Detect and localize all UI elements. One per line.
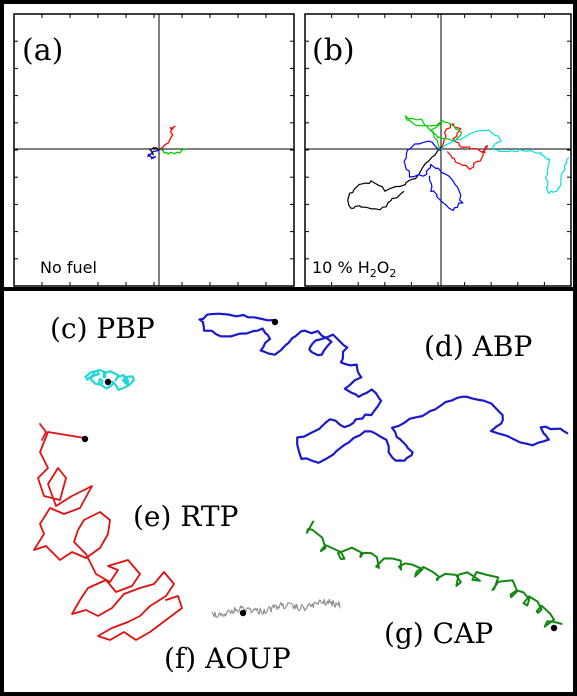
start-dot-rtp bbox=[81, 435, 89, 443]
panel-a-label: (a) bbox=[22, 33, 63, 68]
trajectory-panel: (c) PBP (d) ABP (e) RTP (f) AOUP (g) CAP bbox=[33, 312, 569, 675]
traj-a-blue bbox=[147, 148, 161, 160]
panel-a-ticks bbox=[14, 14, 294, 286]
start-dot-abp bbox=[271, 318, 279, 326]
panel-a-frame bbox=[13, 13, 295, 287]
trajectory-abp bbox=[198, 312, 569, 464]
panel-b-caption-mid: O bbox=[377, 258, 390, 277]
panel-a-caption: No fuel bbox=[40, 258, 97, 277]
label-cap: (g) CAP bbox=[384, 617, 493, 650]
trajectory-aoup bbox=[211, 598, 341, 618]
panel-a: (a) No fuel bbox=[13, 13, 295, 287]
traj-b-blue bbox=[403, 140, 464, 212]
trajectory-pbp bbox=[84, 368, 136, 391]
panel-b-trajectories bbox=[347, 115, 569, 212]
panel-b-label: (b) bbox=[312, 33, 355, 68]
panel-b-caption-prefix: 10 % H bbox=[312, 258, 370, 277]
start-dot-cap bbox=[550, 624, 558, 632]
label-aoup: (f) AOUP bbox=[164, 642, 291, 675]
traj-a-green bbox=[158, 148, 187, 155]
panel-b: (b) 10 % H2O2 bbox=[304, 13, 572, 287]
panel-a-trajectories bbox=[147, 125, 187, 160]
traj-b-green bbox=[404, 115, 462, 150]
panel-b-caption-sub2: 2 bbox=[389, 267, 396, 280]
panel-b-caption: 10 % H2O2 bbox=[312, 258, 396, 280]
label-pbp: (c) PBP bbox=[50, 312, 155, 345]
traj-b-red bbox=[440, 123, 488, 170]
start-dot-pbp bbox=[104, 378, 112, 386]
traj-a-black bbox=[149, 147, 159, 156]
traj-b-black bbox=[347, 146, 441, 211]
traj-b-cyan bbox=[440, 129, 569, 194]
start-dot-aoup bbox=[239, 609, 247, 617]
panel-b-ticks bbox=[305, 14, 571, 286]
traj-a-red bbox=[158, 125, 176, 150]
trajectory-rtp-tail bbox=[39, 423, 47, 441]
panel-b-caption-sub1: 2 bbox=[370, 267, 377, 280]
bottom-trajectories bbox=[33, 312, 569, 641]
trajectory-rtp bbox=[33, 431, 183, 641]
trajectory-cap bbox=[306, 520, 563, 628]
label-rtp: (e) RTP bbox=[133, 500, 238, 533]
label-abp: (d) ABP bbox=[424, 330, 532, 363]
